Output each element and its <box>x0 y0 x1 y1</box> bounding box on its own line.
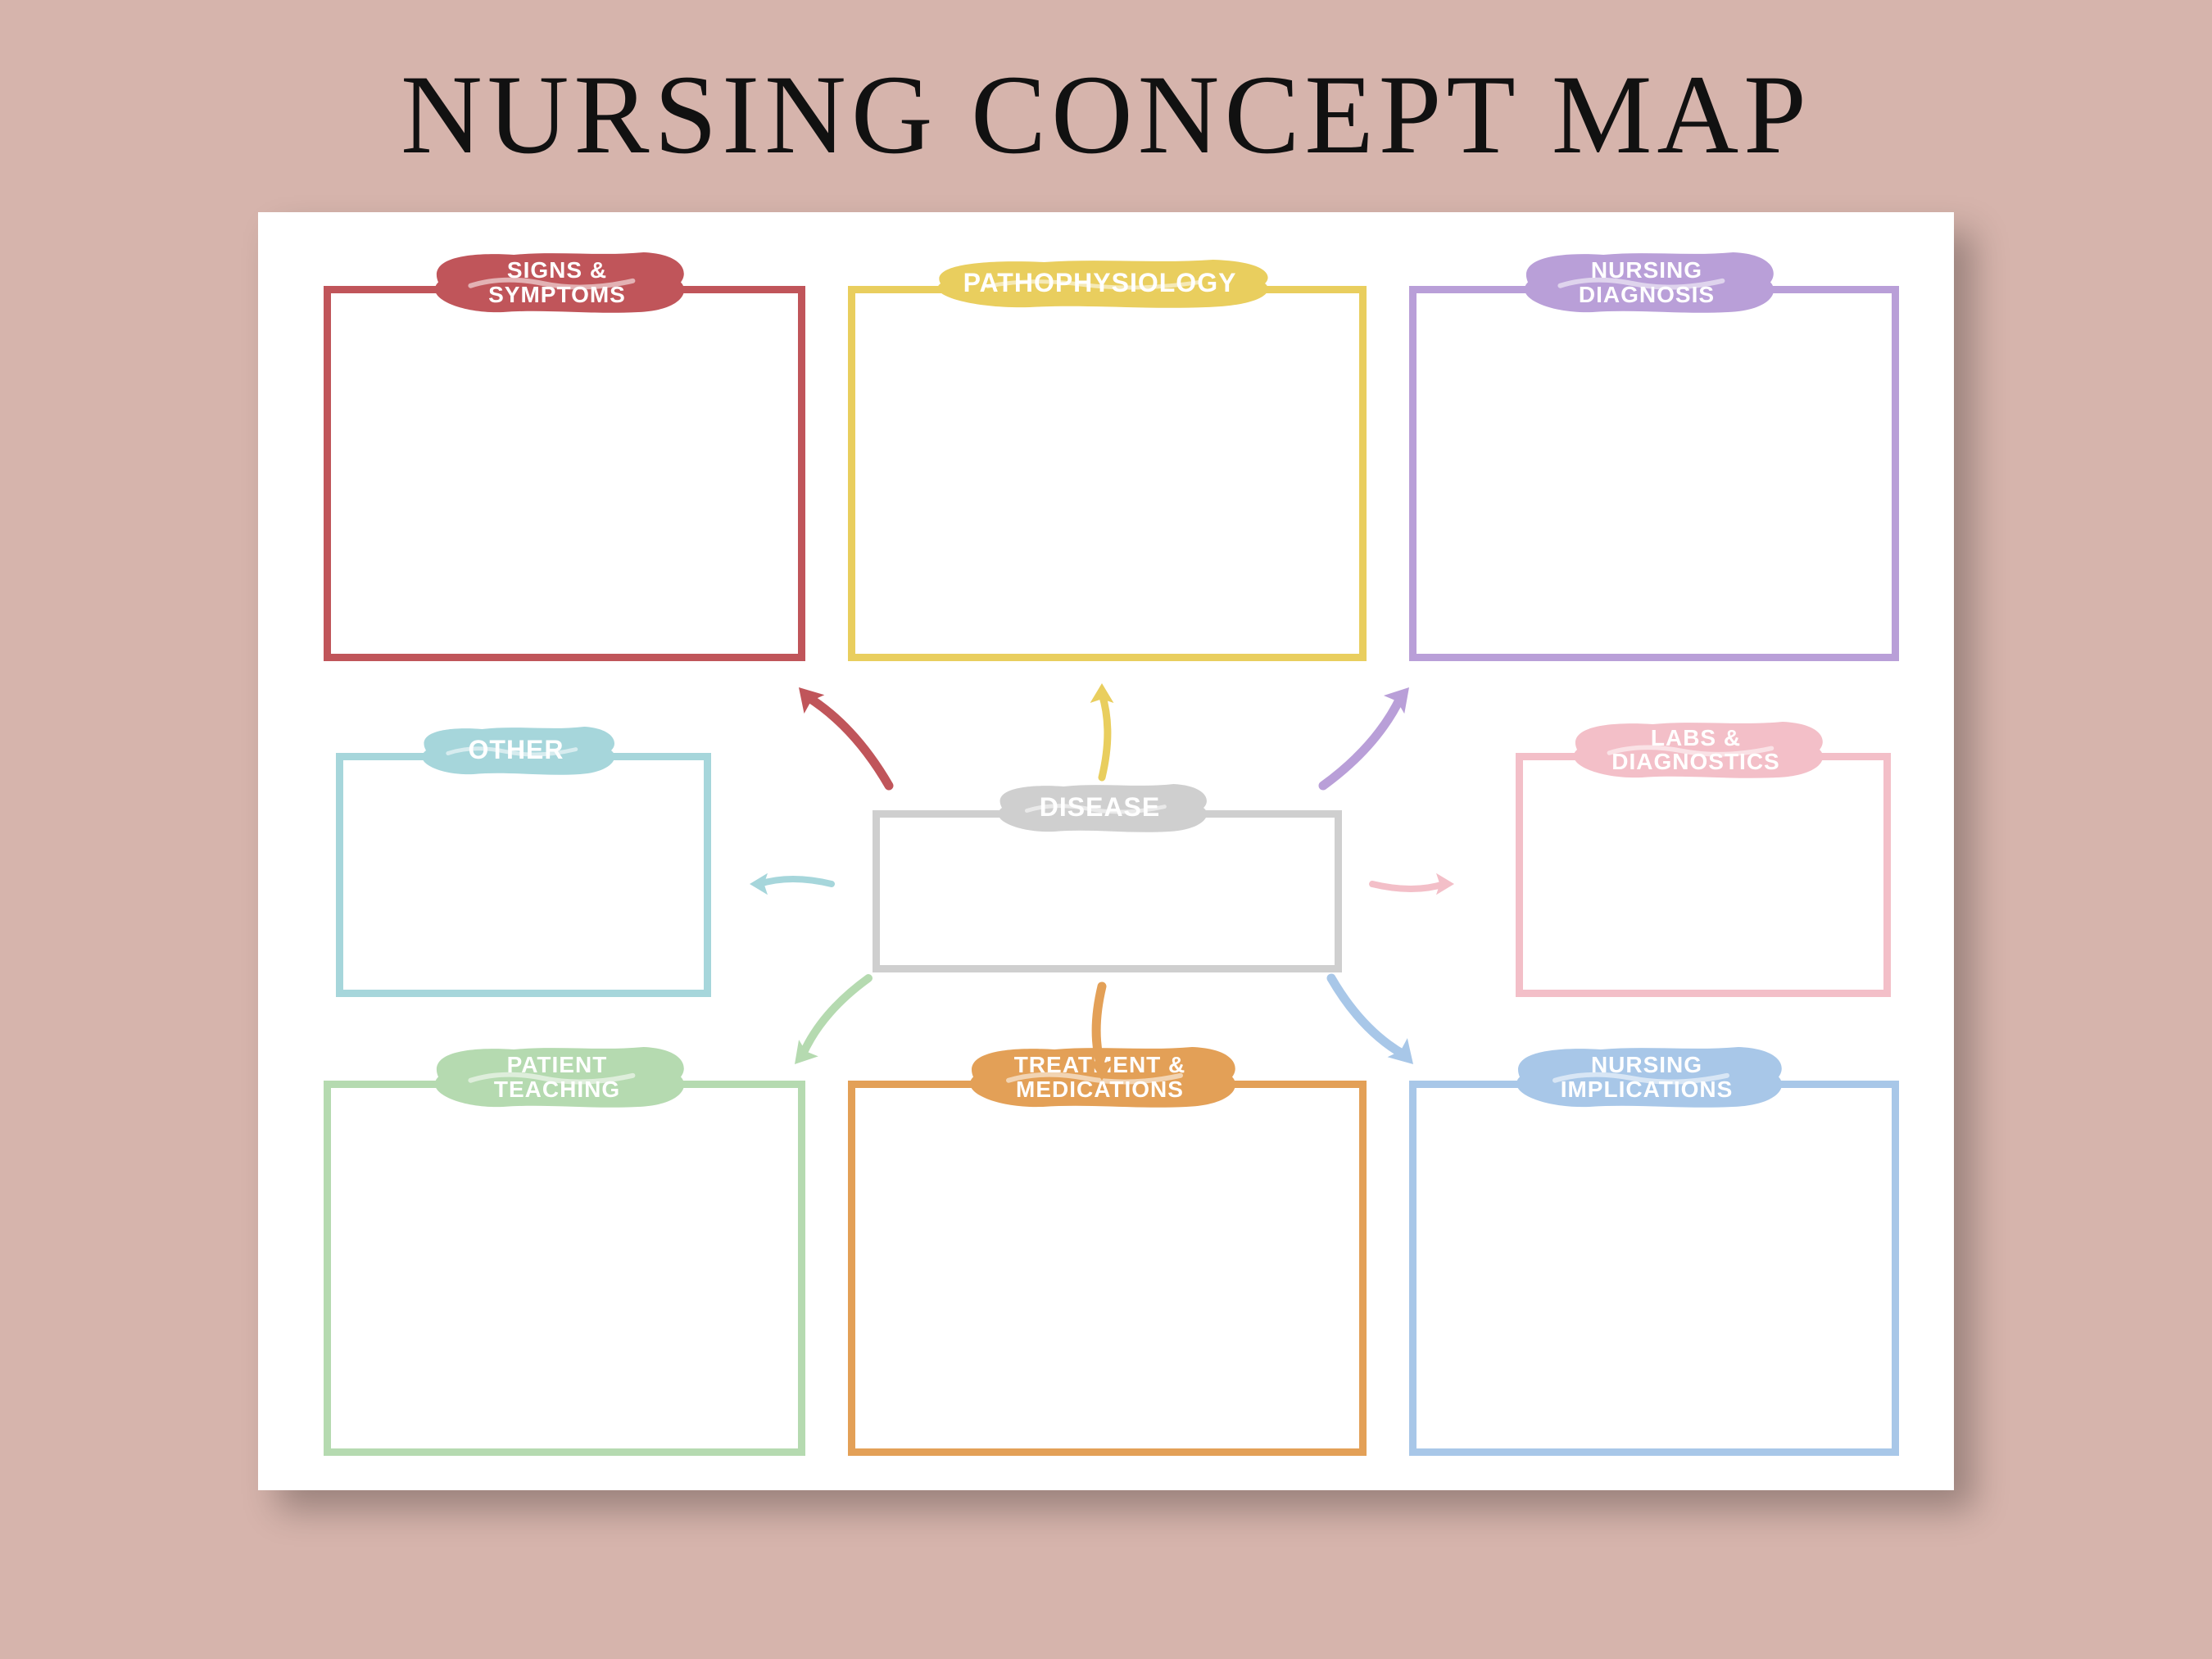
box-patient-teaching <box>324 1081 805 1456</box>
box-nursing-diagnosis <box>1409 286 1899 661</box>
arrow-nursing-implications <box>1299 945 1446 1097</box>
box-signs-symptoms <box>324 286 805 661</box>
tag-label-signs-symptoms: SIGNS & SYMPTOMS <box>422 247 692 317</box>
arrow-treatment-meds <box>1069 954 1135 1113</box>
box-labs-diagnostics <box>1516 753 1891 997</box>
arrow-nursing-diagnosis <box>1290 655 1442 818</box>
arrow-patient-teaching <box>762 945 901 1097</box>
arrow-labs-diagnostics <box>1339 851 1487 917</box>
concept-map-sheet: SIGNS & SYMPTOMS PATHOPHYSIOLOGY NURSING D… <box>258 212 1954 1490</box>
tag-label-labs-diagnostics: LABS & DIAGNOSTICS <box>1561 717 1831 782</box>
tag-label-patient-teaching: PATIENT TEACHING <box>422 1042 692 1112</box>
tag-label-nursing-diagnosis: NURSING DIAGNOSIS <box>1512 247 1782 317</box>
box-nursing-implications <box>1409 1081 1899 1456</box>
tag-label-nursing-implications: NURSING IMPLICATIONS <box>1503 1042 1790 1112</box>
box-treatment-meds <box>848 1081 1367 1456</box>
tag-label-other: OTHER <box>410 722 623 779</box>
tag-label-pathophysiology: PATHOPHYSIOLOGY <box>924 255 1276 312</box>
box-other <box>336 753 711 997</box>
arrow-other <box>717 851 864 917</box>
page-title: NURSING CONCEPT MAP <box>0 49 2212 179</box>
arrow-pathophysiology <box>1069 650 1135 810</box>
box-pathophysiology <box>848 286 1367 661</box>
arrow-signs-symptoms <box>766 655 922 818</box>
